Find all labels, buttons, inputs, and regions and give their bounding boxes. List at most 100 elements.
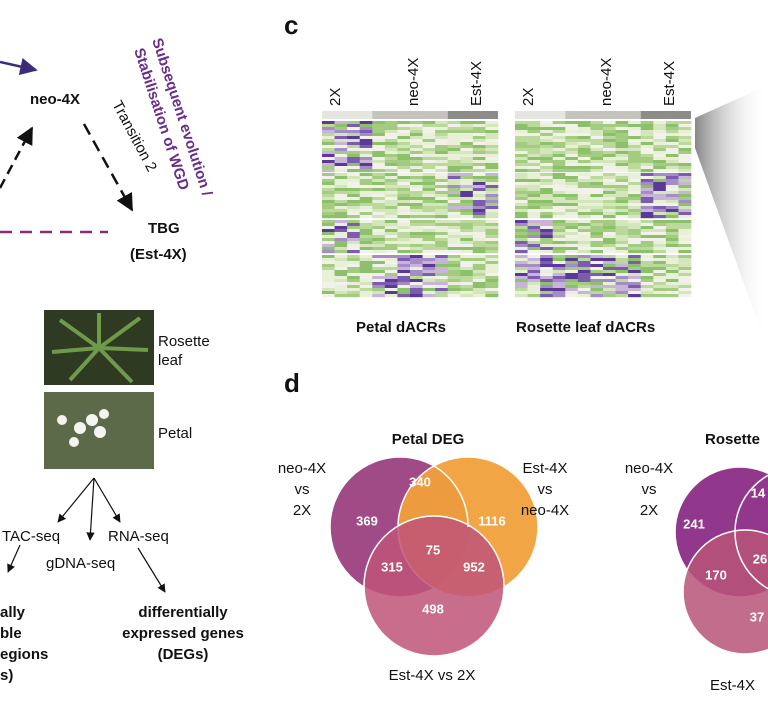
heat-cell [515,145,528,149]
heat-cell [552,285,566,289]
heat-cell [435,154,449,158]
heat-cell [640,255,654,259]
heat-cell [628,160,642,164]
heat-cell [603,282,616,286]
heat-cell [565,250,579,254]
heat-cell [527,154,541,158]
heat-cell [334,203,348,207]
heat-cell [397,157,411,161]
heat-cell [472,188,486,192]
heat-cell [603,130,616,134]
heat-cell [615,185,629,189]
heat-cell [653,173,667,177]
heat-cell [422,250,436,254]
heat-cell [515,185,528,189]
heat-cell [435,279,449,283]
heat-cell [603,273,616,277]
label: TBG [148,220,180,237]
heat-cell [435,215,449,219]
heat-cell [540,241,554,245]
heat-cell [410,194,423,198]
heat-cell [322,191,335,195]
heat-cell [322,294,335,298]
heat-cell [665,273,679,277]
heat-cell [540,182,554,186]
heat-cell [322,163,335,167]
heat-cell [628,133,642,137]
heat-cell [552,179,566,183]
heat-cell [372,261,386,265]
heat-cell [485,121,499,125]
heat-cell [359,166,373,170]
heat-cell [372,276,386,280]
heat-cell [447,273,461,277]
heat-cell [628,273,642,277]
heat-cell [359,139,373,143]
heat-cell [447,145,461,149]
heat-cell [615,276,629,280]
heat-cell [485,241,499,245]
set-label: vs [295,481,310,498]
heat-cell [384,200,398,204]
heat-cell [527,244,541,248]
heat-cell [527,288,541,292]
heat-cell [640,206,654,210]
heat-cell [359,136,373,140]
heat-cell [540,151,554,155]
heat-cell [422,173,436,177]
group-label: Est-4X [468,61,485,106]
heat-cell [590,139,604,143]
heat-cell [334,247,348,251]
heat-cell [540,282,554,286]
heat-cell [615,241,629,245]
heat-cell [447,121,461,125]
heat-cell [410,241,423,245]
heat-cell [435,255,449,259]
heat-cell [359,206,373,210]
heat-cell [615,212,629,216]
heat-cell [603,182,616,186]
heat-cell [347,133,361,137]
heat-cell [590,209,604,213]
heat-cell [472,127,486,131]
heat-cell [552,139,566,143]
heat-cell [384,136,398,140]
heat-cell [577,232,591,236]
heat-cell [678,145,692,149]
heat-cell [422,226,436,230]
heat-cell [384,247,398,251]
heat-cell [653,203,667,207]
heat-cell [435,176,449,180]
heat-cell [410,185,423,189]
heat-cell [372,212,386,216]
heat-cell [665,261,679,265]
heat-cell [359,160,373,164]
heat-cell [678,197,692,201]
heat-cell [540,288,554,292]
heat-cell [590,148,604,152]
heat-cell [628,288,642,292]
heat-cell [410,288,423,292]
heat-cell [628,124,642,128]
heat-cell [347,200,361,204]
heat-cell [628,203,642,207]
heat-cell [515,294,528,298]
heat-cell [460,282,474,286]
heat-cell [447,261,461,265]
heat-cell [515,273,528,277]
heat-cell [577,145,591,149]
heat-cell [472,255,486,259]
heat-cell [322,133,335,137]
heat-cell [628,255,642,259]
arrow [82,123,134,212]
heat-cell [347,294,361,298]
heat-cell [665,238,679,242]
heat-cell [552,148,566,152]
heat-cell [678,154,692,158]
heat-cell [347,273,361,277]
heat-cell [334,264,348,268]
heat-cell [615,229,629,233]
heat-cell [410,179,423,183]
heat-cell [384,244,398,248]
heat-cell [552,200,566,204]
